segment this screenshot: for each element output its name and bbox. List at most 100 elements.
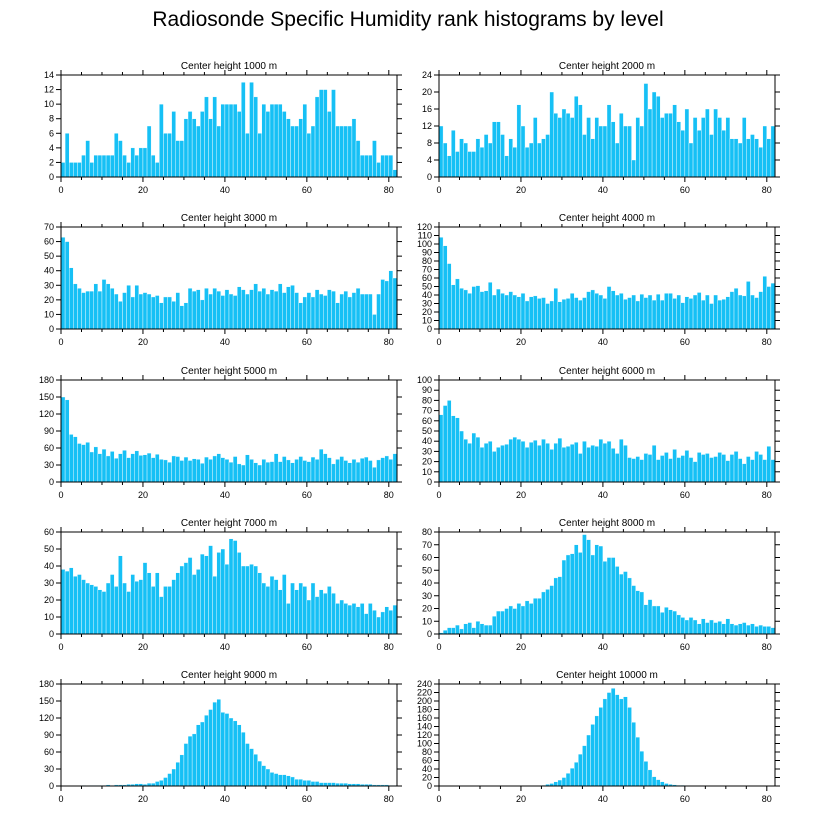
bar xyxy=(380,279,385,330)
bar xyxy=(105,283,111,330)
bar xyxy=(212,96,217,178)
bar xyxy=(557,576,563,635)
bar xyxy=(245,133,250,178)
bar xyxy=(569,444,575,483)
bar xyxy=(442,142,448,178)
bar xyxy=(261,103,267,178)
bar xyxy=(516,104,522,178)
panel-title: Center height 8000 m xyxy=(559,518,655,529)
y-tick-label: 100 xyxy=(417,375,432,385)
bar xyxy=(512,608,518,635)
bar xyxy=(672,104,677,178)
bar xyxy=(196,459,201,483)
bar xyxy=(392,453,398,483)
bar xyxy=(118,140,123,178)
bar xyxy=(130,147,135,178)
bar xyxy=(479,623,485,635)
bar xyxy=(553,288,559,330)
bar xyxy=(582,441,587,483)
bar xyxy=(122,292,127,330)
bar xyxy=(130,296,135,330)
bar xyxy=(273,103,279,178)
x-tick-label: 20 xyxy=(516,337,526,347)
bar xyxy=(533,295,538,330)
y-tick-label: 40 xyxy=(422,764,432,774)
bar xyxy=(277,774,283,787)
bar xyxy=(101,448,107,483)
bar xyxy=(245,743,250,787)
bar xyxy=(101,154,107,178)
bar xyxy=(643,297,649,330)
bar xyxy=(528,296,534,330)
bar xyxy=(557,437,563,483)
y-tick-label: 40 xyxy=(44,266,54,276)
bar xyxy=(339,599,344,635)
bar xyxy=(187,111,193,178)
bar xyxy=(639,750,645,787)
y-tick-label: 2 xyxy=(49,157,54,167)
y-tick-label: 0 xyxy=(49,629,54,639)
y-tick-label: 8 xyxy=(427,138,432,148)
bar xyxy=(627,707,632,787)
bar xyxy=(446,155,452,178)
bar xyxy=(368,293,373,330)
bar xyxy=(508,605,513,635)
bar xyxy=(298,118,303,178)
bar xyxy=(684,619,690,635)
bar xyxy=(688,457,694,483)
bar xyxy=(380,611,385,635)
bar xyxy=(216,290,222,330)
bar xyxy=(668,113,673,178)
bar xyxy=(574,442,579,483)
panel-title: Center height 4000 m xyxy=(559,213,655,224)
bar xyxy=(368,603,373,635)
bar xyxy=(236,552,242,635)
bar xyxy=(451,130,456,178)
bar xyxy=(471,151,477,178)
y-tick-label: 0 xyxy=(49,477,54,487)
bar xyxy=(692,117,698,178)
chart-panel-7: Center height 7000 m 0 10 20 30 40 50 60 0 20 40 60… xyxy=(44,518,402,652)
x-tick-label: 20 xyxy=(138,794,148,804)
bar xyxy=(171,111,176,178)
bar xyxy=(475,138,481,178)
bar xyxy=(138,579,144,635)
bar xyxy=(200,463,205,483)
bar xyxy=(565,773,571,787)
bar xyxy=(742,463,747,483)
bar xyxy=(302,780,308,787)
bar xyxy=(81,444,86,483)
bar xyxy=(85,290,90,330)
bar xyxy=(392,277,398,330)
bar xyxy=(660,612,665,635)
bar xyxy=(541,297,546,330)
bar xyxy=(688,142,694,178)
bar xyxy=(191,458,197,483)
bar xyxy=(101,591,107,635)
x-tick-label: 60 xyxy=(302,794,312,804)
bar xyxy=(492,294,497,330)
bar xyxy=(167,586,172,635)
bar xyxy=(122,154,127,178)
x-tick-label: 20 xyxy=(516,642,526,652)
bar xyxy=(159,459,164,483)
bar xyxy=(236,724,242,787)
bar xyxy=(701,117,706,178)
bar xyxy=(64,399,70,483)
bar xyxy=(442,629,448,635)
bar xyxy=(733,138,739,178)
bar xyxy=(664,113,669,178)
bar xyxy=(479,447,485,483)
bar xyxy=(672,610,677,635)
chart-panel-1: Center height 1000 m 0 2 4 6 8 10 12 14 0 20 40 60 80 xyxy=(44,61,402,195)
bar xyxy=(331,89,336,178)
bar xyxy=(298,456,303,483)
bar xyxy=(623,299,628,330)
chart-panel-5: Center height 5000 m 0 30 60 90 120 150 180 0 20 4… xyxy=(39,366,402,500)
bar xyxy=(167,461,172,483)
bar xyxy=(318,448,324,483)
bar xyxy=(565,446,571,483)
bar xyxy=(191,118,197,178)
x-tick-label: 40 xyxy=(220,185,230,195)
bar xyxy=(314,459,320,483)
